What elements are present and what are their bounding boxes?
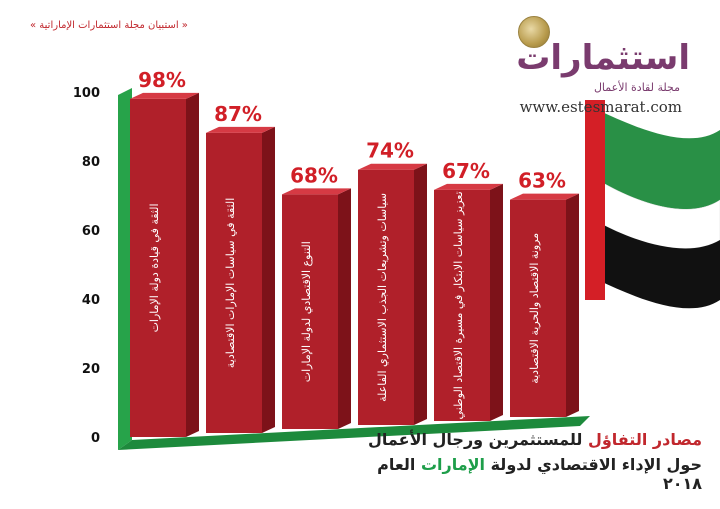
logo-tagline: مجلة لقادة الأعمال bbox=[593, 81, 680, 94]
value-label: 68% bbox=[290, 163, 338, 187]
value-label: 87% bbox=[214, 102, 262, 126]
bar-side bbox=[262, 126, 275, 433]
magazine-logo: استثمارات مجلة لقادة الأعمال www.estesma… bbox=[500, 10, 700, 116]
category-label: مرونة الاقتصاد والحرية الاقتصادية bbox=[528, 233, 541, 384]
value-label: 67% bbox=[442, 159, 490, 183]
bars-group: 98% الثقة في قيادة دولة الإمارات 87% الثقة … bbox=[130, 68, 579, 438]
category-label: التنوع الاقتصادي لدولة الإمارات bbox=[300, 241, 313, 382]
bar-top bbox=[130, 92, 199, 99]
bar-front bbox=[282, 194, 338, 429]
chart-floor bbox=[118, 416, 590, 450]
bar-6: 63% مرونة الاقتصاد والحرية الاقتصادية bbox=[510, 169, 579, 417]
bar-top bbox=[206, 126, 275, 133]
bar-5: 67% تعزيز سياسات الابتكار في مسيرة الاقتص… bbox=[434, 159, 503, 421]
bar-top bbox=[510, 193, 579, 200]
bar-front bbox=[130, 98, 186, 438]
bar-front bbox=[358, 169, 414, 425]
y-tick-label: 40 bbox=[82, 293, 100, 308]
bar-top bbox=[434, 183, 503, 190]
y-tick-label: 80 bbox=[82, 155, 100, 170]
y-tick-label: 60 bbox=[82, 224, 100, 239]
bar-side bbox=[338, 188, 351, 429]
value-label: 74% bbox=[366, 139, 414, 163]
survey-note: « استبيان مجلة استثمارات الإماراتية » bbox=[30, 20, 188, 31]
bar-side bbox=[414, 163, 427, 425]
bar-side bbox=[186, 92, 199, 438]
bar-top bbox=[282, 188, 351, 195]
logo-name: استثمارات bbox=[516, 38, 690, 78]
bar-4: 74% سياسات وتشريعات الجذب الاستثماري الفا… bbox=[358, 139, 427, 425]
y-tick-label: 20 bbox=[82, 362, 100, 377]
bar-3: 68% التنوع الاقتصادي لدولة الإمارات bbox=[282, 163, 351, 429]
category-label: الثقة في قيادة دولة الإمارات bbox=[148, 203, 161, 332]
title-highlight-2: الإمارات bbox=[420, 455, 486, 474]
bar-1: 98% الثقة في قيادة دولة الإمارات bbox=[130, 68, 199, 438]
uae-flag-decoration bbox=[585, 100, 720, 309]
title-before-2: حول الإداء الاقتصادي لدولة bbox=[485, 455, 702, 474]
bar-2: 87% الثقة في سياسات الإمارات الاقتصادية bbox=[206, 102, 275, 433]
title-line-1: مصادر التفاؤل للمستثمرين ورجال الأعمال bbox=[342, 430, 702, 449]
bar-front bbox=[434, 189, 490, 421]
title-highlight-1: مصادر التفاؤل bbox=[587, 430, 702, 449]
y-tick-label: 0 bbox=[91, 431, 100, 446]
title-line-2: حول الإداء الاقتصادي لدولة الإمارات العا… bbox=[342, 455, 702, 493]
bar-top bbox=[358, 163, 427, 170]
value-label: 63% bbox=[518, 169, 566, 193]
title-rest-1: للمستثمرين ورجال الأعمال bbox=[368, 430, 588, 449]
bar-side bbox=[566, 193, 579, 417]
category-label: تعزيز سياسات الابتكار في مسيرة الاقتصاد … bbox=[452, 191, 465, 419]
y-axis: 0 20 40 60 80 100 bbox=[73, 86, 590, 450]
emblem-icon bbox=[518, 16, 550, 48]
y-tick-label: 100 bbox=[73, 86, 100, 101]
value-label: 98% bbox=[138, 68, 186, 92]
chart-title: مصادر التفاؤل للمستثمرين ورجال الأعمال ح… bbox=[342, 430, 702, 499]
title-after-2: العام ٢٠١٨ bbox=[377, 455, 702, 493]
axis-wall bbox=[118, 88, 132, 450]
bar-side bbox=[490, 183, 503, 421]
site-url: www.estesmarat.com bbox=[519, 98, 682, 116]
bar-front bbox=[510, 199, 566, 417]
category-label: سياسات وتشريعات الجذب الاستثماري الفاعلة bbox=[376, 193, 389, 402]
bar-front bbox=[206, 132, 262, 433]
category-label: الثقة في سياسات الإمارات الاقتصادية bbox=[224, 198, 237, 368]
